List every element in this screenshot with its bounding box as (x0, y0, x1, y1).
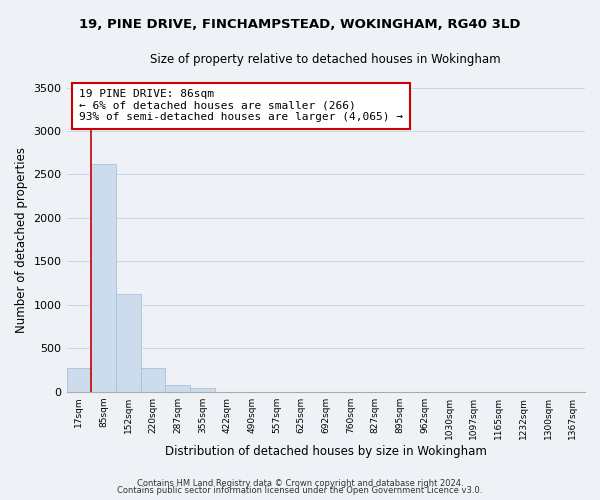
Title: Size of property relative to detached houses in Wokingham: Size of property relative to detached ho… (151, 52, 501, 66)
Bar (140, 368, 165, 392)
Bar (190, 388, 215, 392)
Bar (165, 385, 190, 392)
Y-axis label: Number of detached properties: Number of detached properties (15, 146, 28, 332)
Text: 19 PINE DRIVE: 86sqm
← 6% of detached houses are smaller (266)
93% of semi-detac: 19 PINE DRIVE: 86sqm ← 6% of detached ho… (79, 89, 403, 122)
Bar (67, 368, 91, 392)
Text: Contains HM Land Registry data © Crown copyright and database right 2024.: Contains HM Land Registry data © Crown c… (137, 478, 463, 488)
X-axis label: Distribution of detached houses by size in Wokingham: Distribution of detached houses by size … (165, 444, 487, 458)
Text: 19, PINE DRIVE, FINCHAMPSTEAD, WOKINGHAM, RG40 3LD: 19, PINE DRIVE, FINCHAMPSTEAD, WOKINGHAM… (79, 18, 521, 30)
Text: Contains public sector information licensed under the Open Government Licence v3: Contains public sector information licen… (118, 486, 482, 495)
Bar (116, 294, 140, 392)
Bar (91, 164, 116, 392)
